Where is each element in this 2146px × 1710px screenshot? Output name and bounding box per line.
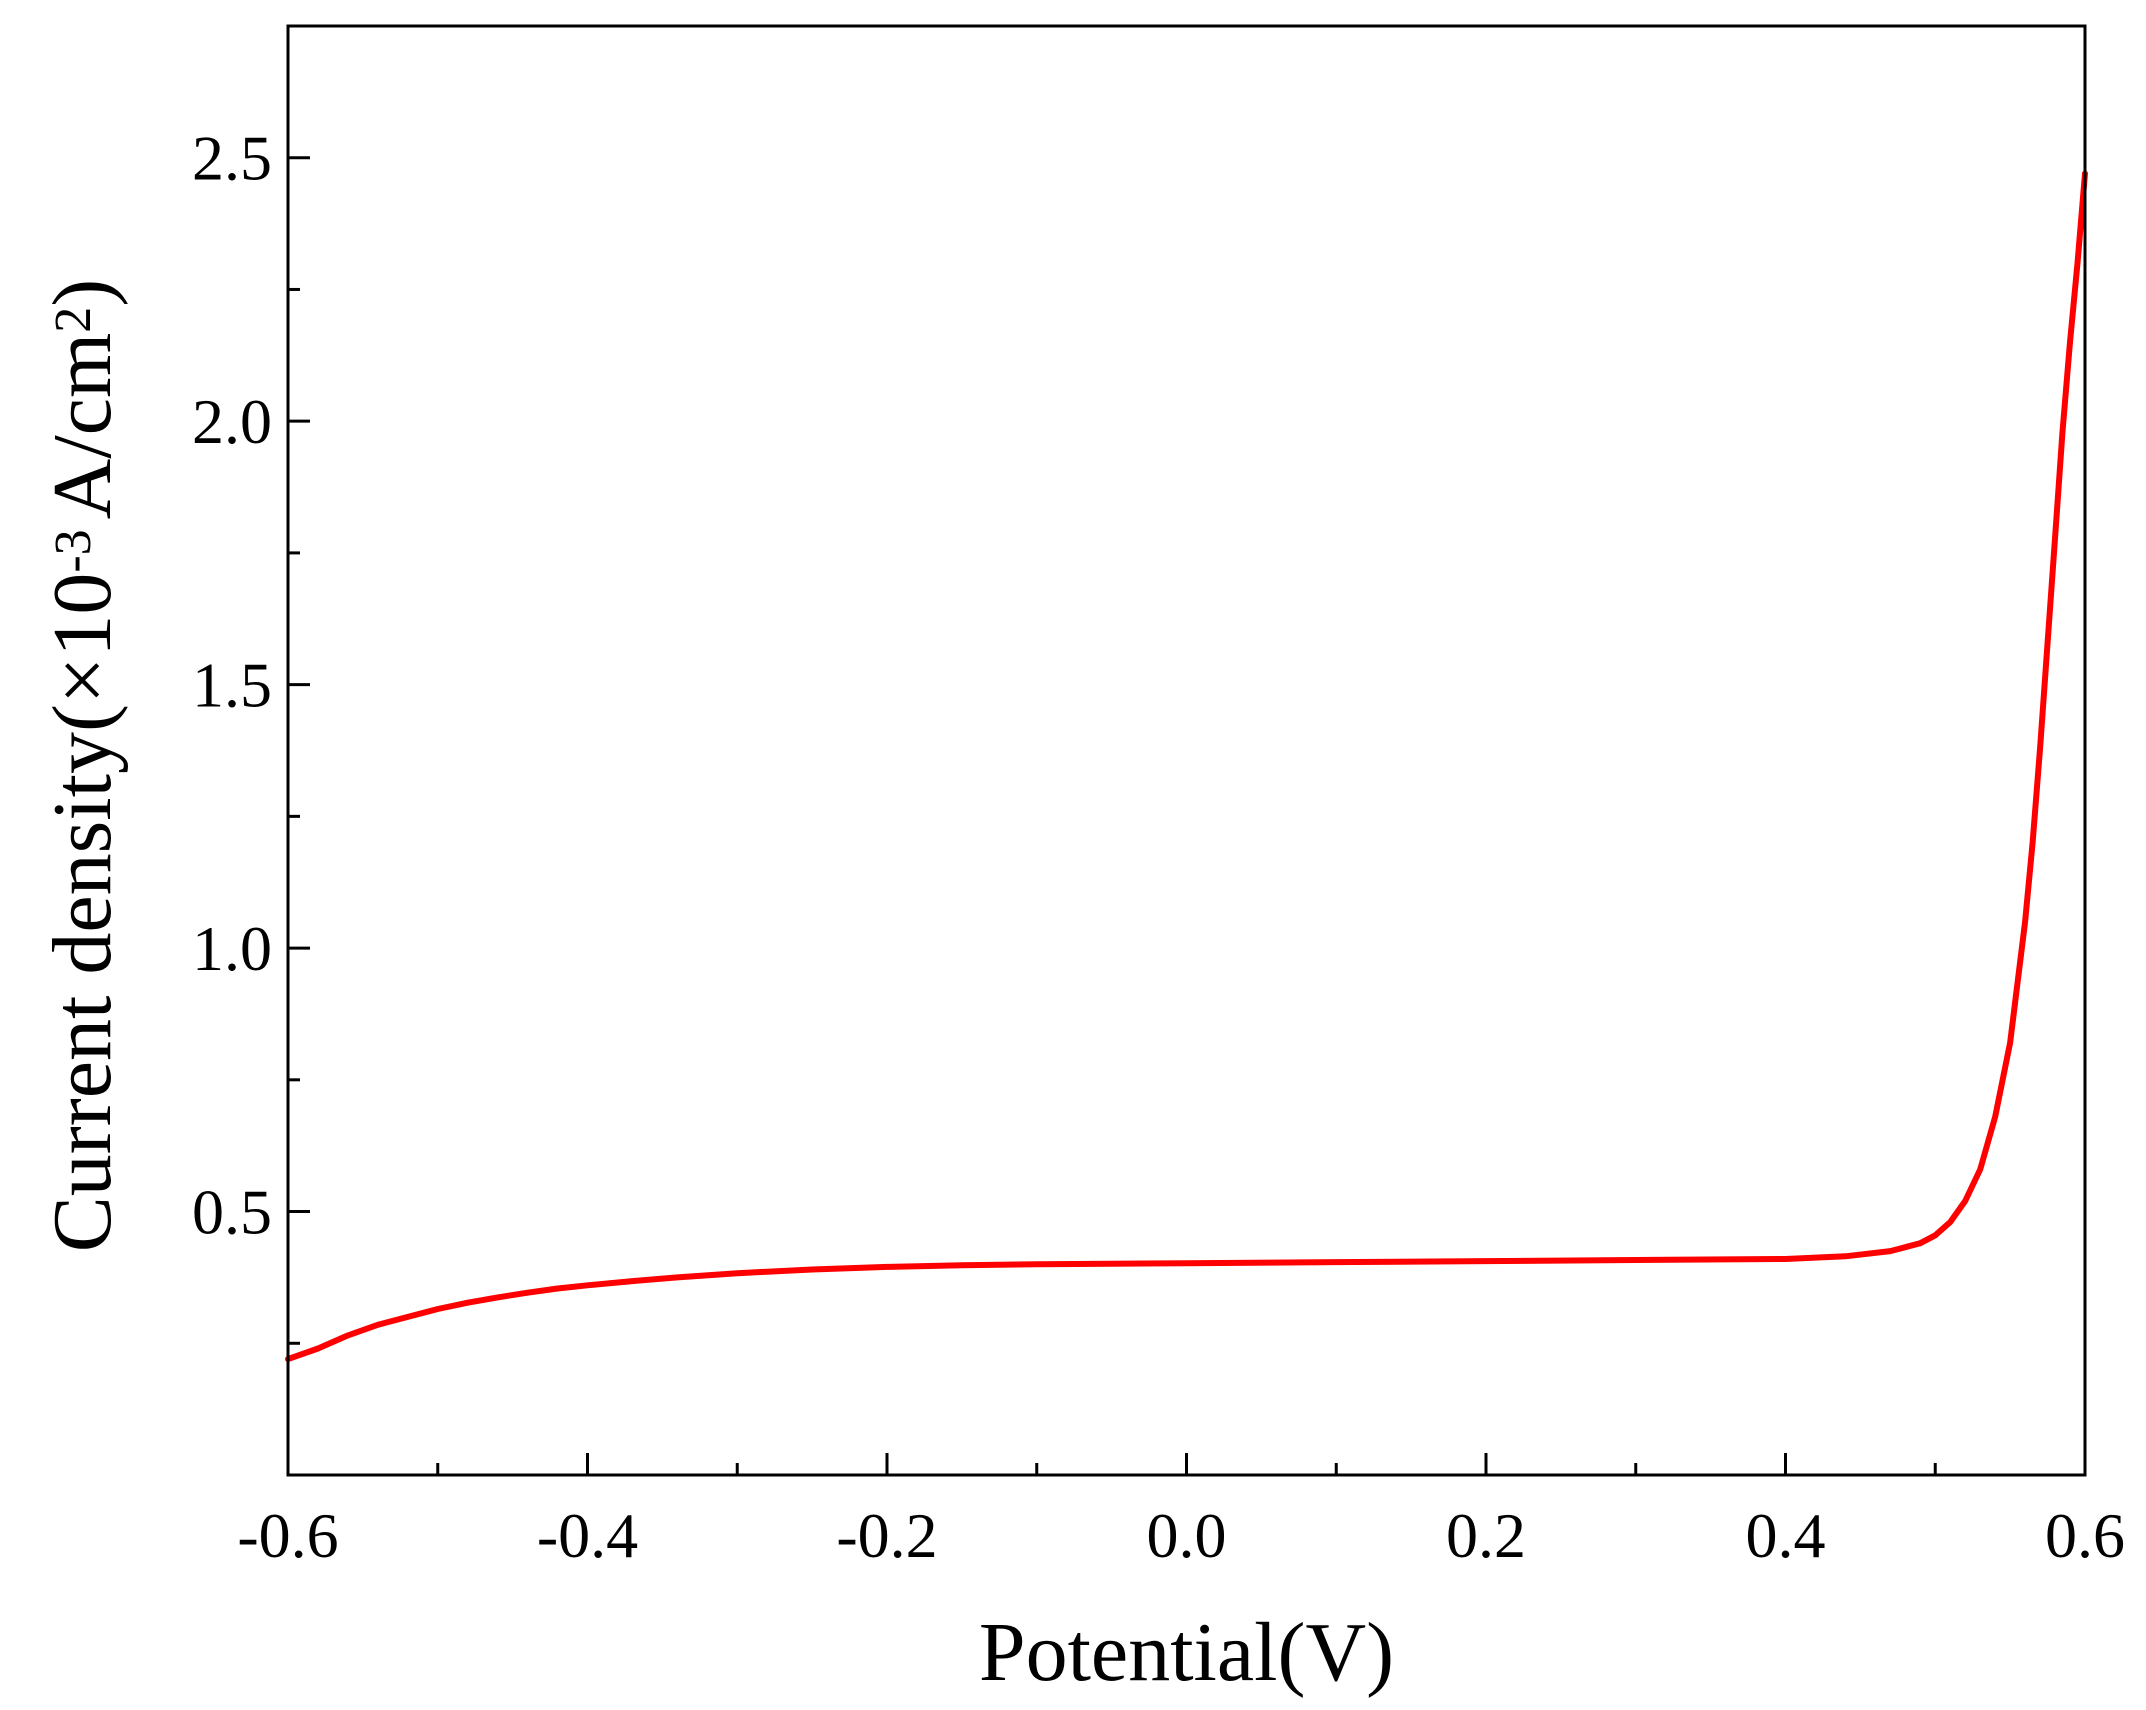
y-tick-label: 0.5 (192, 1177, 272, 1248)
x-tick-label: -0.4 (537, 1500, 638, 1571)
x-tick-label: 0.0 (1147, 1500, 1227, 1571)
y-axis-title-suffix: ) (36, 279, 129, 307)
y-tick-labels: 0.5 1.0 1.5 2.0 2.5 (192, 123, 272, 1248)
series-line-current-density (285, 170, 2088, 1363)
x-axis-title: Potential(V) (979, 1606, 1394, 1699)
plot-frame (286, 24, 2087, 1477)
y-axis-title-unit: A/cm (36, 333, 129, 520)
y-tick-label: 2.5 (192, 123, 272, 194)
y-axis-title-exponent: -3 (45, 529, 102, 572)
y-axis-title: Current density(×10-3 A/cm2) (36, 279, 129, 1253)
y-tick-label: 2.0 (192, 386, 272, 457)
x-tick-label: 0.6 (2045, 1500, 2125, 1571)
x-tick-labels: -0.6 -0.4 -0.2 0.0 0.2 0.4 0.6 (237, 1500, 2125, 1571)
x-tick-label: -0.6 (237, 1500, 338, 1571)
y-tick-label: 1.0 (192, 913, 272, 984)
y-tick-label: 1.5 (192, 650, 272, 721)
x-tick-label: -0.2 (836, 1500, 937, 1571)
x-tick-label: 0.4 (1746, 1500, 1826, 1571)
y-axis-title-unit-exponent: 2 (45, 307, 102, 333)
ticks-layer (286, 156, 2087, 1475)
y-axis-title-prefix: Current density(×10 (36, 573, 129, 1253)
x-tick-label: 0.2 (1446, 1500, 1526, 1571)
